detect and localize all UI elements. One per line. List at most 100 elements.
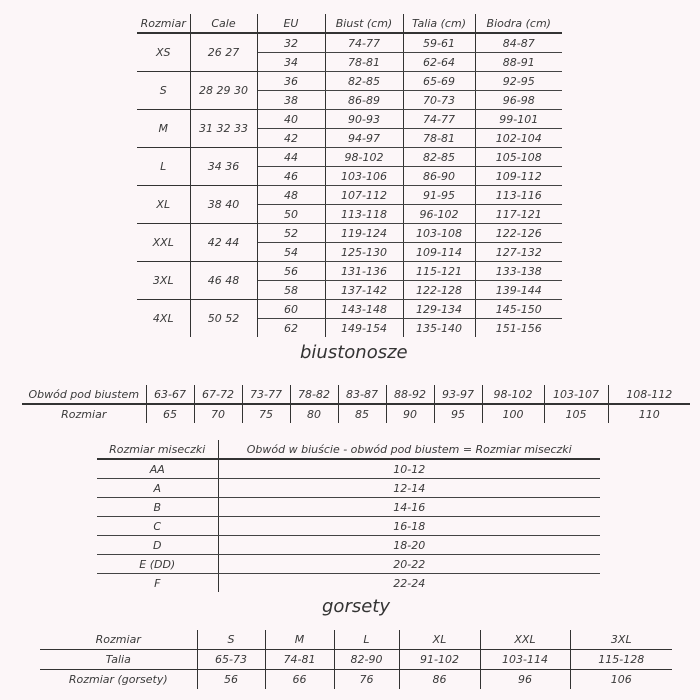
- table-row: D 18-20: [97, 535, 600, 555]
- table-row: Rozmiar (gorsety) 56 66 76 86 96 106: [40, 669, 672, 689]
- corset-value: S: [197, 630, 266, 650]
- band-range: 103-107: [544, 385, 609, 405]
- eu-size: 50: [257, 204, 326, 224]
- cup-size: D: [97, 535, 219, 555]
- bust-range: 94-97: [325, 128, 404, 148]
- size-label: L: [137, 147, 191, 186]
- table-row: Talia 65-73 74-81 82-90 91-102 103-114 115-128: [40, 649, 672, 670]
- band-range: 88-92: [386, 385, 435, 405]
- band-size: 65: [146, 404, 195, 423]
- hip-range: 99-101: [475, 109, 562, 129]
- corset-value: 66: [265, 669, 335, 689]
- table-row: 58 137-142 122-128 139-144: [137, 280, 562, 300]
- bust-range: 90-93: [325, 109, 404, 129]
- waist-range: 59-61: [403, 33, 476, 53]
- inches-value: 46 48: [190, 261, 258, 300]
- size-table: Rozmiar Cale EU Biust (cm) Talia (cm) Biodra …: [137, 14, 562, 337]
- waist-range: 96-102: [403, 204, 476, 224]
- band-range: 78-82: [290, 385, 339, 405]
- hip-range: 109-112: [475, 166, 562, 186]
- waist-range: 70-73: [403, 90, 476, 110]
- size-label: XS: [137, 33, 191, 72]
- band-range: 63-67: [146, 385, 195, 405]
- waist-range: 65-69: [403, 71, 476, 91]
- table-row: E (DD) 20-22: [97, 554, 600, 574]
- row-label: Rozmiar: [22, 404, 147, 423]
- table-row: 34 78-81 62-64 88-91: [137, 52, 562, 72]
- waist-range: 62-64: [403, 52, 476, 72]
- corset-section-title: gorsety: [322, 596, 391, 617]
- eu-size: 62: [257, 318, 326, 337]
- bust-range: 131-136: [325, 261, 404, 281]
- table-row: AA 10-12: [97, 459, 600, 479]
- band-range: 93-97: [434, 385, 483, 405]
- bust-range: 98-102: [325, 147, 404, 167]
- hip-range: 151-156: [495, 321, 542, 335]
- column-header: EU: [257, 14, 326, 34]
- cup-size: A: [97, 478, 219, 498]
- band-range: 108-112: [608, 385, 690, 405]
- hip-range: 84-87: [475, 33, 562, 53]
- eu-size: 52: [257, 223, 326, 243]
- cup-size: C: [97, 516, 219, 536]
- eu-size: 32: [257, 33, 326, 53]
- corset-value: 86: [399, 669, 481, 689]
- eu-size: 40: [257, 109, 326, 129]
- table-row: XS 26 27 32 74-77 59-61 84-87: [137, 33, 562, 72]
- cup-difference: 20-22: [218, 554, 600, 574]
- column-header: Biust (cm): [325, 14, 404, 34]
- table-row: XXL 42 44 52 119-124 103-108 122-126: [137, 223, 562, 262]
- waist-range: 103-108: [403, 223, 476, 243]
- hip-range: 105-108: [475, 147, 562, 167]
- hip-range: 92-95: [475, 71, 562, 91]
- table-row: 42 94-97 78-81 102-104: [137, 128, 562, 148]
- table-row: S 28 29 30 36 82-85 65-69 92-95: [137, 71, 562, 110]
- hip-range: 127-132: [475, 242, 562, 262]
- table-row: 50 113-118 96-102 117-121: [137, 204, 562, 224]
- table-row: B 14-16: [97, 497, 600, 517]
- row-label: Rozmiar: [40, 630, 198, 650]
- size-label: 3XL: [137, 261, 191, 300]
- inches-value: 26 27: [190, 33, 258, 72]
- waist-range: 122-128: [403, 280, 476, 300]
- table-row: A 12-14: [97, 478, 600, 498]
- cup-size: E (DD): [97, 554, 219, 574]
- row-label: Obwód pod biustem: [22, 385, 147, 405]
- corset-value: XL: [399, 630, 481, 650]
- corset-value: M: [265, 630, 335, 650]
- corset-value: 96: [480, 669, 571, 689]
- header-row: Rozmiar Cale EU Biust (cm) Talia (cm) Biodra …: [137, 14, 562, 34]
- bust-range: 82-85: [325, 71, 404, 91]
- corset-value: 65-73: [197, 649, 266, 670]
- band-range: 73-77: [242, 385, 291, 405]
- corset-value: 74-81: [265, 649, 335, 670]
- inches-value: 50 52: [190, 299, 258, 337]
- eu-size: 58: [257, 280, 326, 300]
- bust-range: 74-77: [325, 33, 404, 53]
- band-size: 95: [434, 404, 483, 423]
- column-header: Talia (cm): [403, 14, 476, 34]
- hip-range: 133-138: [475, 261, 562, 281]
- corset-value: 82-90: [334, 649, 400, 670]
- band-size-table: Obwód pod biustem 63-67 67-72 73-77 78-82 83-…: [22, 385, 690, 423]
- table-row: M 31 32 33 40 90-93 74-77 99-101: [137, 109, 562, 148]
- eu-size: 48: [257, 185, 326, 205]
- cup-size: AA: [97, 459, 219, 479]
- cup-size-table: Rozmiar miseczki Obwód w biuście - obwód …: [97, 440, 600, 592]
- waist-range: 129-134: [403, 299, 476, 319]
- bust-range: 86-89: [325, 90, 404, 110]
- row-label: Rozmiar (gorsety): [40, 669, 198, 689]
- table-row: 62 149-154 135-140 151-156: [137, 318, 562, 337]
- bust-range: 103-106: [325, 166, 404, 186]
- cup-difference: 10-12: [218, 459, 600, 479]
- cup-difference: 22-24: [393, 576, 426, 590]
- size-label: 4XL: [137, 299, 191, 337]
- size-label: S: [137, 71, 191, 110]
- table-row: 38 86-89 70-73 96-98: [137, 90, 562, 110]
- cup-difference: 14-16: [218, 497, 600, 517]
- size-label: M: [137, 109, 191, 148]
- size-row: Rozmiar 65 70 75 80 85 90 95 100 105 110: [22, 404, 690, 423]
- inches-value: 42 44: [190, 223, 258, 262]
- inches-value: 38 40: [190, 185, 258, 224]
- waist-range: 109-114: [403, 242, 476, 262]
